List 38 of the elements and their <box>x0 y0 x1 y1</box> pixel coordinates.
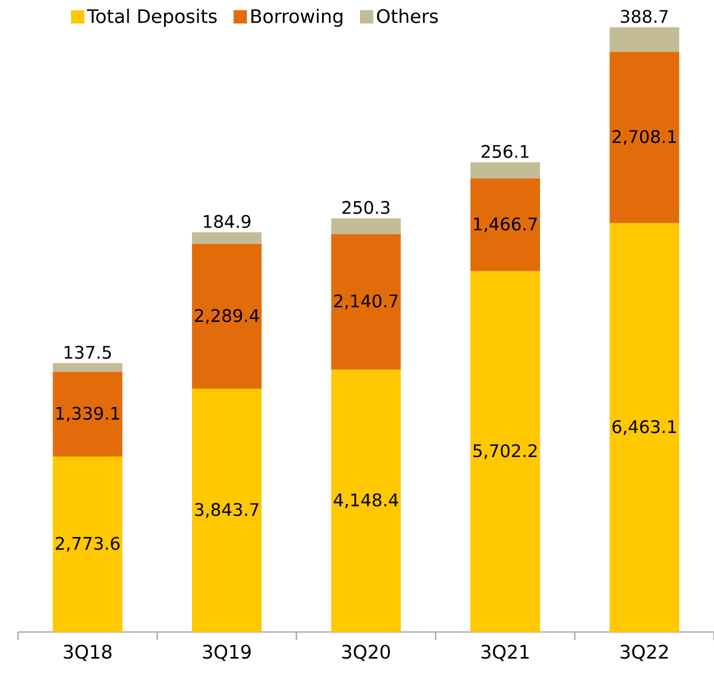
data-label: 1,466.7 <box>474 217 537 232</box>
x-tick-label: 3Q22 <box>620 644 668 661</box>
bar <box>331 234 401 370</box>
bar <box>192 232 262 244</box>
x-tick-label: 3Q21 <box>481 644 529 661</box>
data-label: 2,289.4 <box>194 308 259 324</box>
legend-label: Total Deposits <box>86 8 217 27</box>
data-label: 256.1 <box>482 144 528 158</box>
bar <box>52 363 122 372</box>
bar <box>470 271 540 632</box>
data-label: 1,339.1 <box>56 406 120 422</box>
bar <box>192 244 262 389</box>
bar <box>610 52 680 224</box>
legend-label: Borrowing <box>251 8 342 27</box>
data-label: 2,773.6 <box>56 536 120 552</box>
data-label: 5,702.2 <box>473 444 537 460</box>
x-tick-label: 3Q20 <box>342 644 390 661</box>
legend-label: Others <box>377 8 438 24</box>
data-label: 137.5 <box>64 346 111 359</box>
data-label: 6,463.1 <box>612 420 676 435</box>
bar <box>470 178 540 272</box>
data-label: 388.7 <box>620 10 668 23</box>
bar <box>192 388 262 632</box>
bar <box>331 218 401 234</box>
bar <box>470 162 540 178</box>
bar <box>52 456 122 632</box>
x-tick-label: 3Q19 <box>203 644 251 661</box>
data-label: 250.3 <box>342 200 390 214</box>
data-label: 2,708.1 <box>612 130 676 145</box>
bar <box>610 223 680 632</box>
data-label: 3,843.7 <box>195 502 258 518</box>
bar <box>331 370 401 632</box>
data-label: 184.9 <box>204 214 250 228</box>
x-tick-label: 3Q18 <box>64 644 112 661</box>
data-label: 2,140.7 <box>334 294 398 310</box>
data-label: 4,148.4 <box>334 493 398 508</box>
bar <box>610 27 680 52</box>
bar <box>52 372 122 457</box>
